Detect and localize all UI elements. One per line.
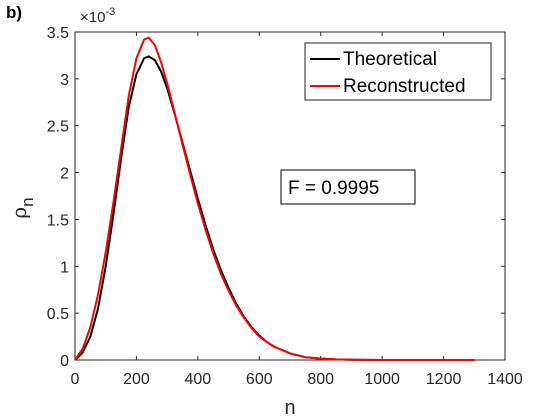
- y-tick-label: 3: [60, 72, 69, 89]
- x-tick-label: 0: [71, 371, 80, 388]
- y-tick-label: 1: [60, 259, 69, 276]
- y-tick-label: 2.5: [47, 119, 69, 136]
- y-axis-ticks: 0 0.5 1 1.5 2 2.5 3 3.5: [47, 25, 505, 370]
- x-tick-label: 1200: [426, 371, 462, 388]
- plot-frame: [74, 31, 506, 361]
- y-tick-label: 3.5: [47, 25, 69, 42]
- x-tick-label: 600: [246, 371, 273, 388]
- y-axis-label-main: ρ: [7, 207, 31, 219]
- legend: Theoretical Reconstructed: [304, 42, 492, 101]
- y-tick-label: 0.5: [47, 306, 69, 323]
- y-tick-label: 0: [60, 353, 69, 370]
- fidelity-annotation: F = 0.9995: [280, 169, 416, 205]
- annotation-box: [280, 169, 416, 205]
- series-line-theoretical: [74, 55, 475, 361]
- x-tick-label: 1400: [487, 371, 523, 388]
- y-axis-label: ρn: [7, 197, 37, 218]
- legend-label-reconstructed: Reconstructed: [343, 76, 466, 97]
- panel-label: b): [6, 3, 22, 22]
- y-exponent-power: -3: [105, 6, 115, 18]
- x-tick-label: 200: [123, 371, 150, 388]
- annotation-text: F = 0.9995: [288, 178, 379, 199]
- x-tick-label: 800: [307, 371, 334, 388]
- x-tick-label: 1000: [364, 371, 400, 388]
- legend-label-theoretical: Theoretical: [343, 49, 437, 70]
- y-exponent-label: ×10-3: [80, 6, 115, 26]
- series-line-reconstructed: [74, 36, 475, 361]
- y-tick-label: 1.5: [47, 212, 69, 229]
- x-axis-ticks: 0 200 400 600 800 1000 1200 1400: [71, 32, 523, 388]
- x-tick-label: 400: [185, 371, 212, 388]
- series-lines: [74, 36, 475, 361]
- legend-box: [304, 42, 492, 101]
- y-tick-label: 2: [60, 166, 69, 183]
- y-exponent-base: ×10: [80, 9, 105, 26]
- y-axis-label-sub: n: [18, 197, 37, 206]
- x-axis-label: n: [284, 397, 295, 419]
